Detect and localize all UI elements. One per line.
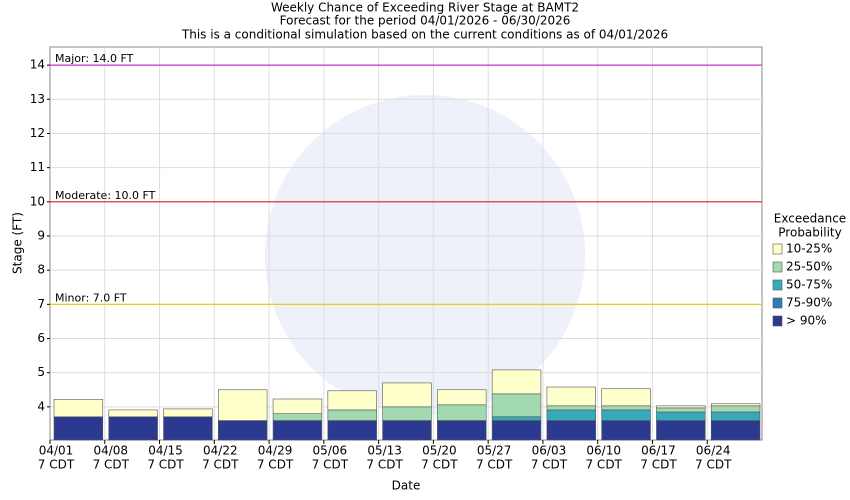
x-tick-label: 7 CDT <box>476 458 513 472</box>
bar-segment <box>382 382 432 408</box>
bar-segment <box>327 390 377 411</box>
bar-segment <box>272 413 323 421</box>
bar-segment <box>601 420 651 441</box>
bar-segment <box>163 408 213 418</box>
bar-segment <box>437 420 487 441</box>
x-tick-label: 7 CDT <box>147 458 184 472</box>
x-tick-label: 7 CDT <box>38 458 75 472</box>
chart-title: Weekly Chance of Exceeding River Stage a… <box>271 1 579 15</box>
y-tick-label: 14 <box>30 58 45 72</box>
bar-segment <box>163 416 213 441</box>
bar-segment <box>218 389 268 421</box>
threshold-label: Moderate: 10.0 FT <box>55 189 156 202</box>
x-tick-label: 06/24 <box>696 444 731 458</box>
bar-segment <box>108 416 158 441</box>
legend-title: Probability <box>778 226 841 240</box>
x-tick-label: 06/03 <box>532 444 567 458</box>
legend-swatch <box>772 261 783 273</box>
y-tick-label: 8 <box>37 263 45 277</box>
bar-segment <box>437 389 487 406</box>
x-tick-label: 7 CDT <box>93 458 130 472</box>
legend-label: 25-50% <box>786 260 832 274</box>
legend-swatch <box>772 279 783 291</box>
bar-segment <box>327 409 377 421</box>
legend-label: 10-25% <box>786 242 832 256</box>
y-tick-label: 12 <box>30 126 45 140</box>
bar-segment <box>546 386 596 407</box>
bar-segment <box>491 416 542 421</box>
x-tick-label: 05/06 <box>313 444 348 458</box>
x-tick-label: 7 CDT <box>640 458 677 472</box>
y-tick-label: 13 <box>30 92 45 106</box>
bar-segment <box>546 420 596 441</box>
x-tick-label: 7 CDT <box>312 458 349 472</box>
x-tick-label: 04/22 <box>203 444 238 458</box>
bar-segment <box>546 409 596 421</box>
x-tick-label: 7 CDT <box>531 458 568 472</box>
y-axis-title: Stage (FT) <box>11 212 25 274</box>
x-tick-label: 06/17 <box>641 444 676 458</box>
x-tick-label: 04/15 <box>148 444 183 458</box>
legend-swatch <box>772 243 783 255</box>
x-tick-label: 7 CDT <box>421 458 458 472</box>
x-axis-title: Date <box>392 479 421 493</box>
bar-segment <box>710 411 761 421</box>
bar-segment <box>601 388 651 407</box>
bar-segment <box>382 420 432 441</box>
y-tick-label: 7 <box>37 297 45 311</box>
bar-segment <box>218 420 268 441</box>
bar-segment <box>710 405 761 413</box>
chart-subtitle: This is a conditional simulation based o… <box>181 28 668 42</box>
x-tick-label: 7 CDT <box>695 458 732 472</box>
bar-segment <box>656 405 706 409</box>
x-tick-label: 7 CDT <box>585 458 622 472</box>
legend-label: > 90% <box>786 314 827 328</box>
legend-swatch <box>772 297 783 309</box>
y-tick-label: 6 <box>37 331 45 345</box>
chart-subtitle: Forecast for the period 04/01/2026 - 06/… <box>280 14 571 28</box>
x-tick-label: 05/27 <box>477 444 512 458</box>
y-tick-label: 4 <box>37 399 45 413</box>
bar-segment <box>656 411 706 421</box>
x-tick-label: 7 CDT <box>257 458 294 472</box>
bar-segment <box>491 420 542 441</box>
bar-segment <box>710 403 761 407</box>
x-tick-label: 04/08 <box>93 444 128 458</box>
bar-segment <box>272 398 323 414</box>
y-tick-label: 9 <box>37 228 45 242</box>
legend-swatch <box>772 315 783 327</box>
bar-segment <box>272 420 323 441</box>
bar-segment <box>491 369 542 395</box>
legend-label: 75-90% <box>786 296 832 310</box>
bar-segment <box>710 420 761 441</box>
bar-segment <box>53 399 104 418</box>
bar-segment <box>327 420 377 441</box>
y-tick-label: 11 <box>30 160 45 174</box>
x-tick-label: 04/01 <box>39 444 74 458</box>
x-tick-label: 06/10 <box>586 444 621 458</box>
threshold-label: Minor: 7.0 FT <box>55 291 127 304</box>
bar-segment <box>382 406 432 421</box>
watermark <box>265 95 585 415</box>
bar-segment <box>601 409 651 421</box>
x-tick-label: 7 CDT <box>366 458 403 472</box>
bar-segment <box>656 407 706 413</box>
bar-segment <box>437 404 487 421</box>
x-tick-label: 04/29 <box>258 444 293 458</box>
bar-segment <box>656 420 706 441</box>
x-tick-label: 05/13 <box>367 444 402 458</box>
bar-segment <box>546 405 596 411</box>
x-tick-label: 7 CDT <box>202 458 239 472</box>
x-tick-label: 05/20 <box>422 444 457 458</box>
bar-segment <box>601 405 651 411</box>
y-tick-label: 5 <box>37 365 45 379</box>
y-tick-label: 10 <box>30 194 45 208</box>
threshold-label: Major: 14.0 FT <box>55 52 134 65</box>
bar-segment <box>491 393 542 418</box>
bar-segment <box>53 416 104 441</box>
legend-label: 50-75% <box>786 278 832 292</box>
legend-title: Exceedance <box>774 212 846 226</box>
bar-segment <box>108 409 158 418</box>
